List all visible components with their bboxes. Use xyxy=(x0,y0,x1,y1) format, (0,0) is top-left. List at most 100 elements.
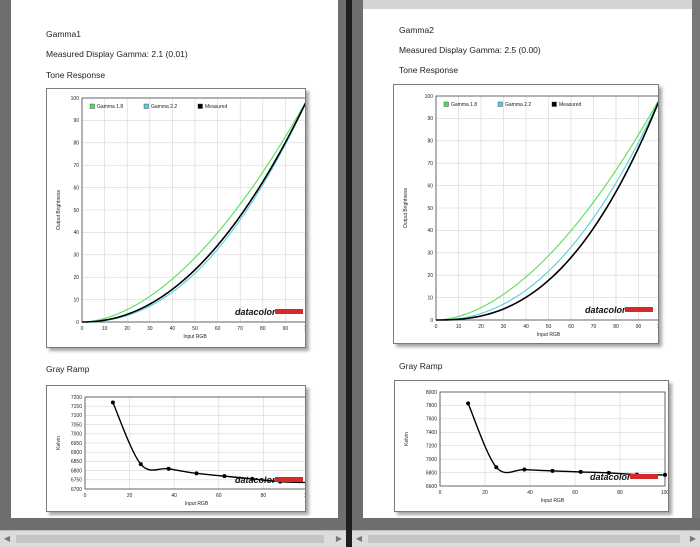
triangle-left-icon[interactable]: ◀ xyxy=(355,534,363,543)
legend-swatch xyxy=(551,101,557,107)
x-tick-label: 10 xyxy=(456,324,462,330)
x-tick-label: 60 xyxy=(215,326,221,332)
page-top-bar xyxy=(363,0,692,9)
x-tick-label: 50 xyxy=(192,326,198,332)
x-tick-label: 90 xyxy=(283,326,289,332)
data-point xyxy=(166,466,171,471)
data-point xyxy=(250,476,255,481)
x-tick-label: 60 xyxy=(216,493,222,499)
y-tick-label: 7000 xyxy=(71,432,82,438)
plot-frame xyxy=(439,391,666,487)
plot-frame xyxy=(84,396,305,490)
y-tick-label: 7050 xyxy=(71,422,82,428)
y-tick-label: 90 xyxy=(73,118,79,124)
x-tick-label: 100 xyxy=(304,326,305,332)
data-point xyxy=(663,472,667,477)
data-point xyxy=(606,470,611,475)
x-axis-label: Input RGB xyxy=(541,498,565,504)
data-point xyxy=(138,462,143,467)
vertical-scrollbar[interactable] xyxy=(692,0,700,518)
data-point xyxy=(550,468,555,473)
y-tick-label: 6850 xyxy=(71,459,82,465)
chart-svg: 0 20 40 60 80 100 6600 6800 7000 7200 7400 7600 7800… xyxy=(404,390,668,504)
panel-separator xyxy=(346,0,352,547)
x-tick-label: 30 xyxy=(147,326,153,332)
legend-swatch xyxy=(497,101,503,107)
series-line-gamma-1-8 xyxy=(435,100,658,321)
legend-swatch xyxy=(443,101,449,107)
y-tick-label: 60 xyxy=(427,183,433,189)
y-tick-label: 6800 xyxy=(71,468,82,474)
datacolor-logo: datacolor xyxy=(235,307,276,317)
y-tick-label: 70 xyxy=(73,163,79,169)
y-tick-label: 7100 xyxy=(71,413,82,419)
gray-ramp-heading: Gray Ramp xyxy=(399,361,443,371)
x-tick-label: 20 xyxy=(478,324,484,330)
x-tick-label: 70 xyxy=(237,326,243,332)
datacolor-logo: datacolor xyxy=(585,305,626,315)
x-tick-label: 40 xyxy=(527,490,533,496)
y-tick-label: 80 xyxy=(73,141,79,147)
gray-ramp-chart: 0 20 40 60 80 100 6600 6800 7000 7200 7400 7600 7800… xyxy=(394,380,669,512)
y-tick-label: 7200 xyxy=(71,395,82,401)
horizontal-scrollbar[interactable]: ◀ ▶ xyxy=(0,530,346,547)
y-tick-label: 40 xyxy=(73,230,79,236)
legend-swatch xyxy=(143,103,149,109)
scrollbar-thumb[interactable] xyxy=(368,535,680,543)
legend-label: Measured xyxy=(205,104,227,110)
data-point xyxy=(194,471,199,476)
x-tick-label: 20 xyxy=(482,490,488,496)
scrollbar-thumb[interactable] xyxy=(16,535,324,543)
legend-label: Gamma 2.2 xyxy=(505,102,531,108)
x-axis-label: Input RGB xyxy=(183,334,207,340)
triangle-left-icon[interactable]: ◀ xyxy=(3,534,11,543)
y-tick-label: 100 xyxy=(71,96,80,102)
y-tick-label: 7000 xyxy=(426,457,437,463)
chart-svg: 0 20 40 60 80 100 6700 6750 6800 6850 6900 6950 7000… xyxy=(56,395,305,507)
series-line-gamma-1-8 xyxy=(81,102,305,323)
data-point xyxy=(494,465,499,470)
y-tick-label: 0 xyxy=(76,320,79,326)
y-tick-label: 0 xyxy=(430,318,433,324)
series-line-measured xyxy=(435,101,658,321)
y-tick-label: 30 xyxy=(73,253,79,259)
report-title: Gamma2 xyxy=(399,25,434,35)
y-axis-label: Output Brightness xyxy=(56,189,62,230)
y-tick-label: 60 xyxy=(73,185,79,191)
y-tick-label: 90 xyxy=(427,116,433,122)
horizontal-scrollbar[interactable]: ◀ ▶ xyxy=(352,530,700,547)
report-title: Gamma1 xyxy=(46,29,81,39)
data-point xyxy=(466,401,471,406)
x-tick-label: 0 xyxy=(81,326,84,332)
data-point xyxy=(222,474,227,479)
y-tick-label: 6750 xyxy=(71,478,82,484)
x-tick-label: 100 xyxy=(657,324,658,330)
y-tick-label: 30 xyxy=(427,251,433,257)
x-tick-label: 100 xyxy=(304,493,305,499)
series-line-gamma-2-2 xyxy=(435,101,658,321)
datacolor-logo: datacolor xyxy=(235,475,276,485)
y-axis-label: Output Brightness xyxy=(403,187,409,228)
datacolor-logo: datacolor xyxy=(590,472,631,482)
y-tick-label: 7800 xyxy=(426,403,437,409)
x-tick-label: 10 xyxy=(102,326,108,332)
chart-svg: 0 10 20 30 40 50 60 70 80 90 100 0 10 20 30 40 50 60 70 80 9… xyxy=(403,94,658,338)
y-tick-label: 8000 xyxy=(426,390,437,396)
triangle-right-icon[interactable]: ▶ xyxy=(689,534,697,543)
x-tick-label: 80 xyxy=(261,493,267,499)
x-axis-label: Input RGB xyxy=(537,332,561,338)
y-tick-label: 7400 xyxy=(426,430,437,436)
x-tick-label: 80 xyxy=(613,324,619,330)
legend-label: Gamma 2.2 xyxy=(151,104,177,110)
x-axis-label: Input RGB xyxy=(185,501,209,507)
tone-response-heading: Tone Response xyxy=(46,70,106,80)
legend-swatch xyxy=(197,103,203,109)
gray-ramp-heading: Gray Ramp xyxy=(46,364,90,374)
x-tick-label: 20 xyxy=(124,326,130,332)
gray-ramp-line xyxy=(467,403,666,476)
triangle-right-icon[interactable]: ▶ xyxy=(335,534,343,543)
gray-ramp-chart: 0 20 40 60 80 100 6700 6750 6800 6850 6900 6950 7000… xyxy=(46,385,306,512)
y-tick-label: 6950 xyxy=(71,441,82,447)
brand-bar xyxy=(625,307,653,312)
x-tick-label: 80 xyxy=(617,490,623,496)
